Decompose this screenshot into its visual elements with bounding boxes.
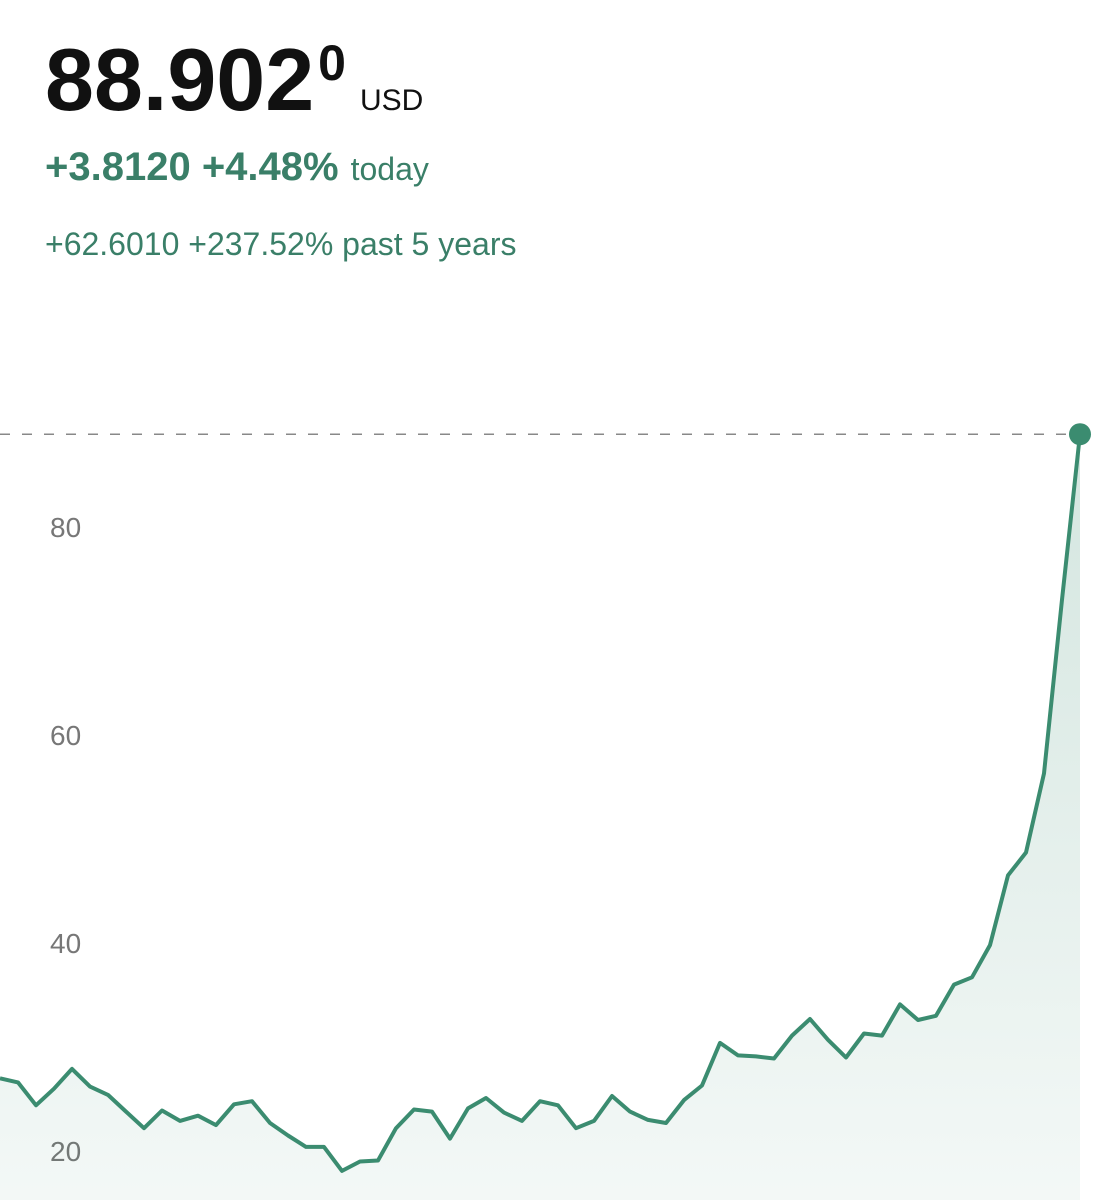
y-tick-label: 60: [50, 720, 81, 751]
change-period: +62.6010 +237.52% past 5 years: [45, 226, 516, 262]
y-tick-label: 80: [50, 512, 81, 543]
today-label: today: [351, 151, 429, 187]
plot: 20406080: [0, 423, 1091, 1200]
currency: USD: [360, 84, 423, 117]
last-point: [1069, 423, 1091, 446]
price: 88.902: [45, 30, 314, 129]
price-superscript: 0: [318, 35, 346, 91]
y-tick-label: 40: [50, 928, 81, 959]
change-today-line: +3.8120 +4.48% today: [45, 145, 429, 189]
area: [0, 434, 1080, 1200]
change-today: +3.8120 +4.48%: [45, 145, 339, 189]
price-line: 88.9020 USD: [45, 30, 423, 129]
line: [0, 433, 1082, 1173]
